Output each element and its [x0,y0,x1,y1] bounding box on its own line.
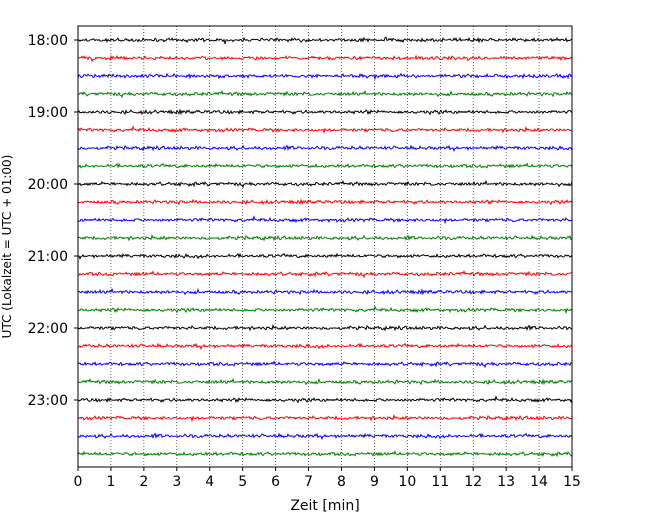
x-tick-label: 6 [271,474,280,490]
trace-line [77,450,573,458]
x-tick-label: 10 [398,474,416,490]
trace-line [77,377,573,386]
trace-line [77,198,573,206]
x-axis-label: Zeit [min] [290,498,359,514]
trace-line [77,305,573,315]
trace-line [77,413,573,423]
plot-frame [77,25,573,468]
x-tick-label: 8 [337,474,346,490]
x-tick-label: 3 [172,474,181,490]
trace-line [77,215,573,225]
trace-line [77,144,573,152]
x-tick-label: 12 [464,474,482,490]
x-tick-label: 4 [205,474,214,490]
y-tick-label: 21:00 [28,249,68,265]
x-tick-label: 5 [238,474,247,490]
traces [77,36,573,458]
y-tick-label: 20:00 [28,177,68,193]
trace-line [77,179,573,189]
trace-line [77,72,573,81]
x-tick-label: 9 [370,474,379,490]
trace-line [77,395,573,404]
trace-line [77,162,573,169]
trace-line [77,323,573,332]
x-tick-label: 0 [74,474,83,490]
y-tick-label: 23:00 [28,393,68,409]
trace-line [77,432,573,440]
y-tick-label: 22:00 [28,321,68,337]
trace-line [77,252,573,260]
trace-line [77,36,573,45]
x-tick-label: 1 [106,474,115,490]
trace-line [77,89,573,99]
trace-line [77,54,573,63]
trace-line [77,287,573,296]
x-tick-label: 14 [530,474,548,490]
y-tick-label: 18:00 [28,33,68,49]
trace-line [77,108,573,116]
y-axis-label: UTC (Lokalzeit = UTC + 01:00) [0,155,14,339]
ticks: 0 1 2 3 4 5 6 7 8 9 10 11 12 13 14 1518:0019:0020:0021:… [28,33,581,490]
trace-line [77,125,572,135]
trace-line [77,360,573,369]
x-tick-label: 7 [304,474,313,490]
x-tick-label: 2 [139,474,148,490]
x-tick-label: 13 [497,474,515,490]
x-tick-label: 15 [563,474,581,490]
trace-line [77,233,573,242]
trace-line [77,342,573,350]
y-tick-label: 19:00 [28,105,68,121]
trace-line [77,270,573,279]
x-tick-label: 11 [431,474,449,490]
